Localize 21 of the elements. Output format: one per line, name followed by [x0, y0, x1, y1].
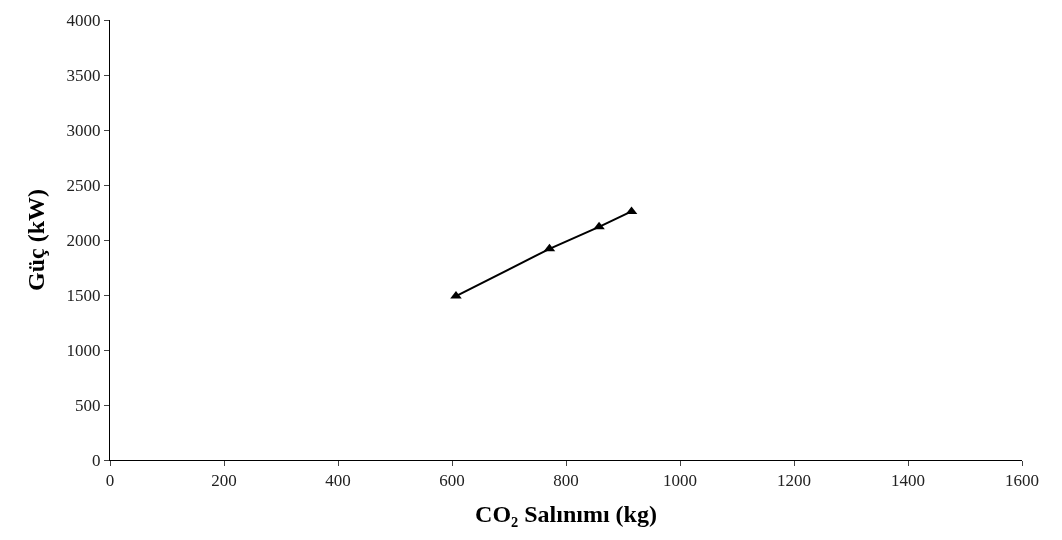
- y-tick-label: 3500: [66, 65, 101, 85]
- x-tick-label: 0: [105, 471, 115, 491]
- y-tick-label: 0: [92, 450, 101, 470]
- y-tick-label: 2000: [66, 230, 101, 250]
- x-tick-label: 800: [553, 471, 579, 491]
- point: [593, 221, 605, 230]
- y-tick-label: 500: [75, 395, 101, 415]
- x-tick-label: 600: [439, 471, 465, 491]
- x-tick-label: 400: [325, 471, 351, 491]
- y-tick-label: 2500: [66, 175, 101, 195]
- x-tick-label: 200: [211, 471, 237, 491]
- y-tick-label: 1500: [66, 285, 101, 305]
- x-tick-label: 1400: [891, 471, 925, 491]
- x-axis-title: CO₂ Salınımı (kg): [475, 500, 657, 527]
- x-tick-label: 1200: [777, 471, 811, 491]
- y-tick-label: 1000: [66, 340, 101, 360]
- y-tick-label: 3000: [66, 120, 101, 140]
- y-tick-label: 4000: [66, 10, 101, 30]
- x-tick-label: 1600: [1005, 471, 1039, 491]
- x-tick-label: 1000: [663, 471, 697, 491]
- y-axis-title: Güç (kW): [22, 189, 49, 291]
